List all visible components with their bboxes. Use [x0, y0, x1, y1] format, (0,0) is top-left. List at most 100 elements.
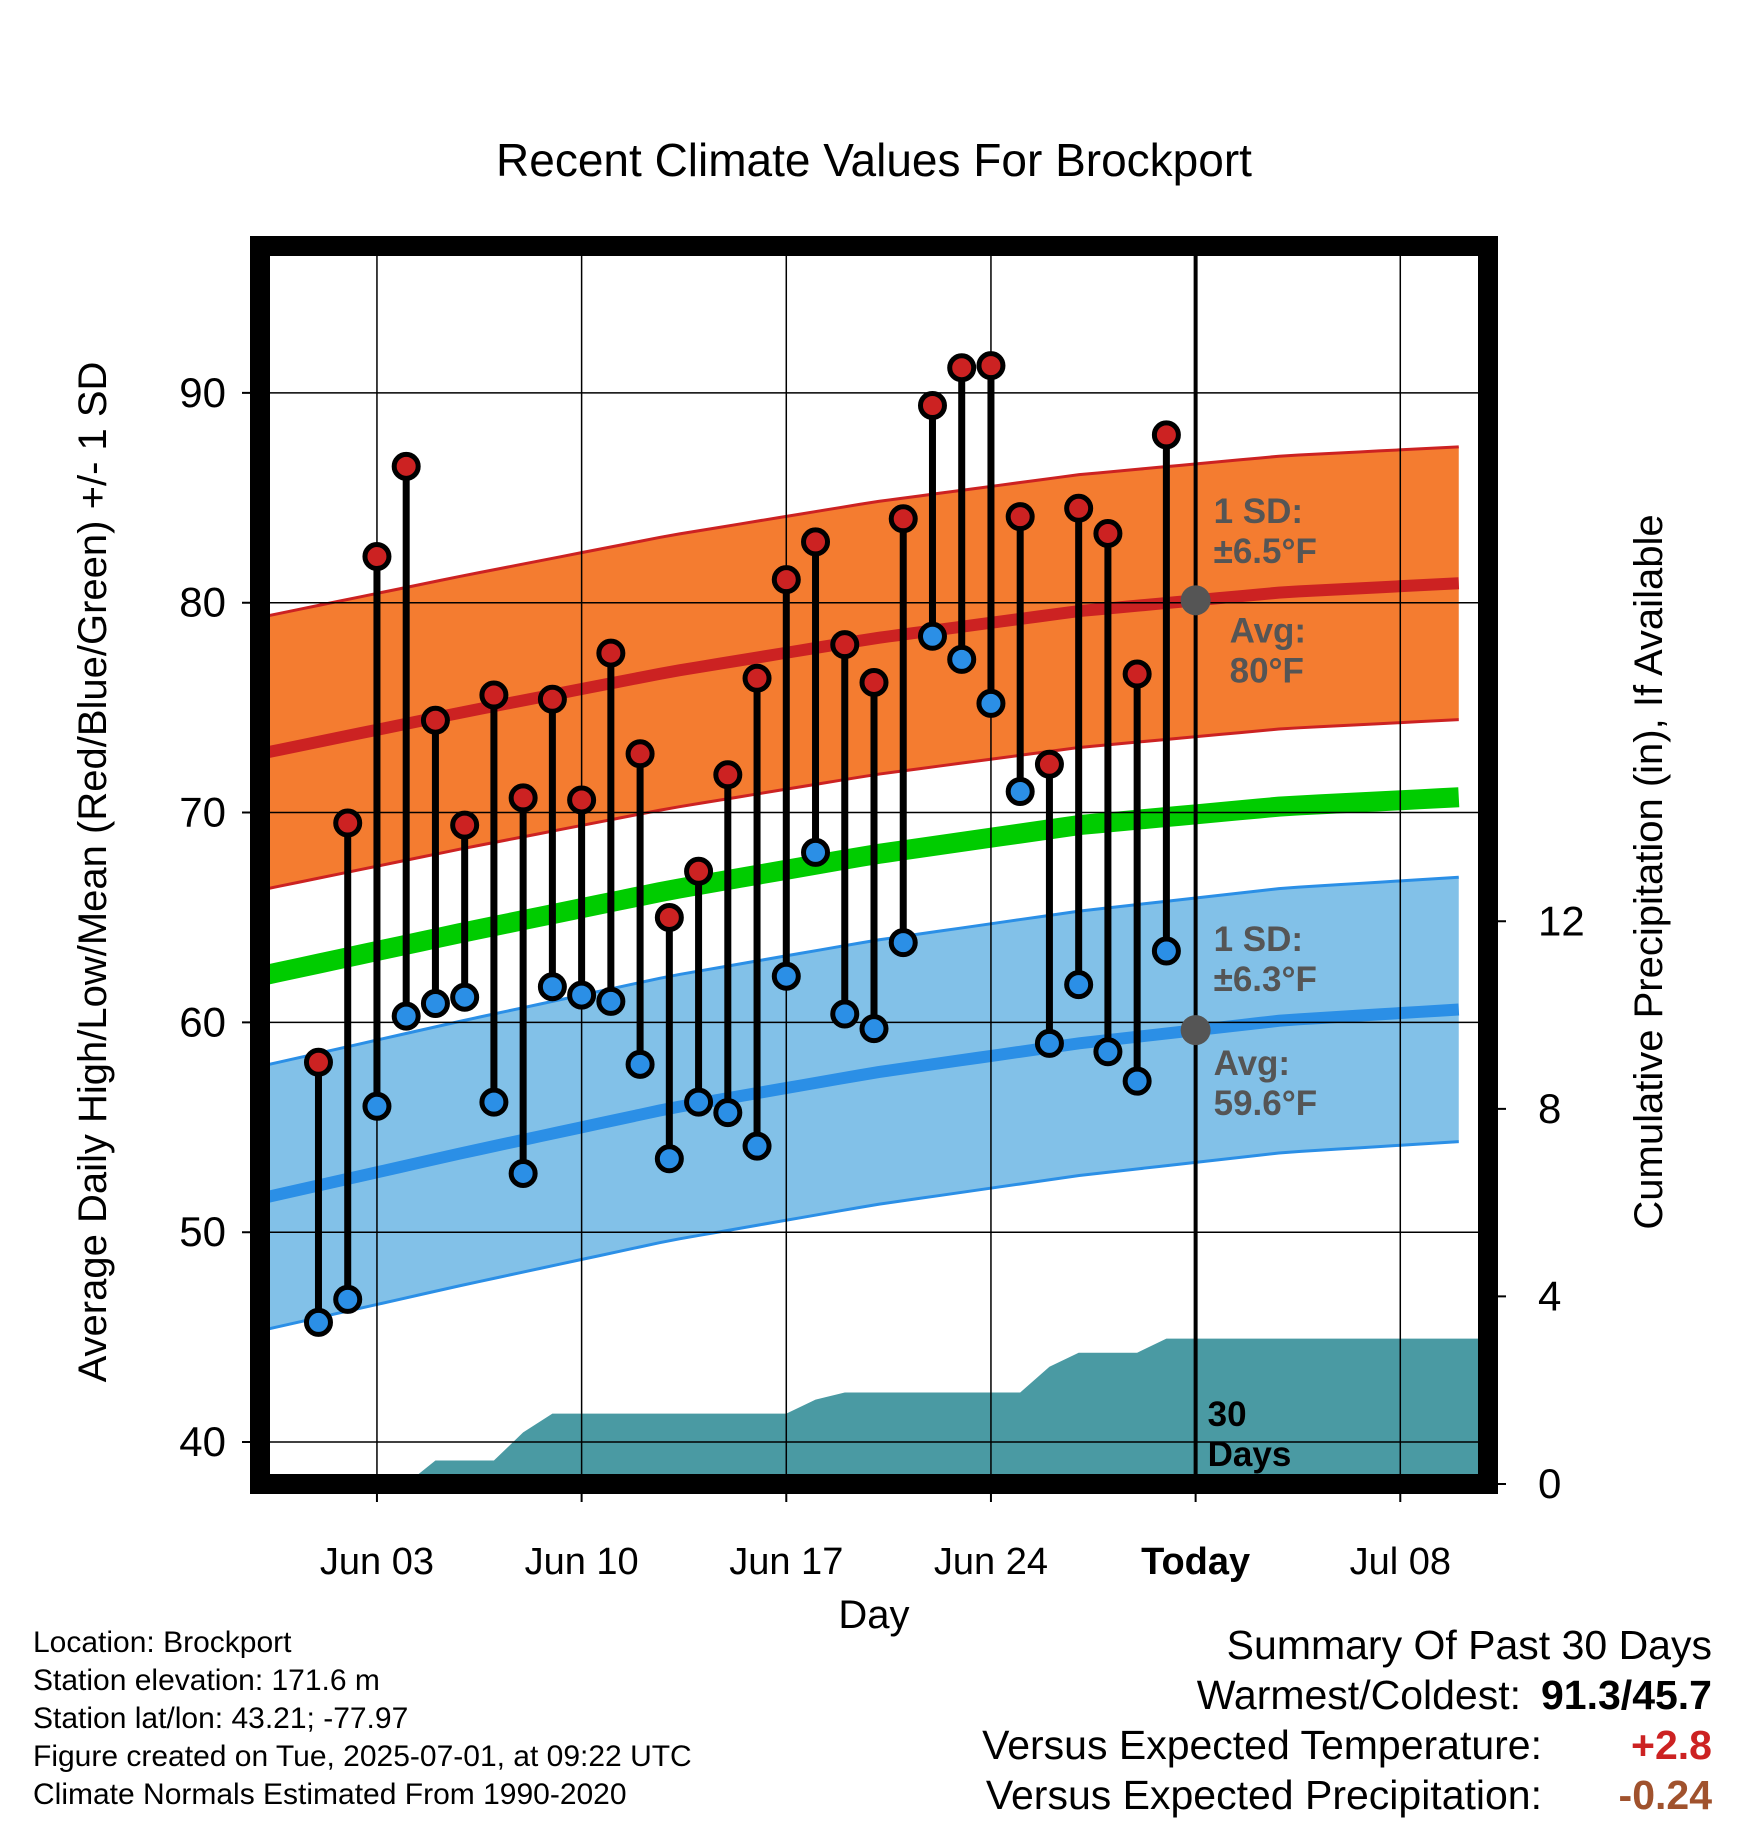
precip-label: Versus Expected Precipitation:	[985, 1772, 1542, 1818]
low-point	[917, 621, 947, 651]
high-point	[801, 527, 831, 557]
low-point	[801, 837, 831, 867]
y2-tick-label: 4	[1538, 1272, 1561, 1319]
high-point	[420, 705, 450, 735]
plot-interior	[260, 246, 1488, 1484]
high-normal-band-upper	[260, 445, 1459, 619]
summary-title: Summary Of Past 30 Days	[1226, 1622, 1712, 1668]
high-point	[654, 902, 684, 932]
high-sd-annotation: 1 SD:	[1214, 492, 1303, 531]
y-tick-label: 40	[179, 1418, 226, 1465]
low-point	[303, 1307, 333, 1337]
y2-axis-label: Cumulative Precipitation (in), If Availa…	[1627, 514, 1671, 1229]
high-point	[859, 667, 889, 697]
low-point	[1122, 1066, 1152, 1096]
low-normal-band	[260, 877, 1459, 1331]
high-avg-annotation: Avg:	[1230, 612, 1306, 651]
low-avg-annotation: Avg:	[1214, 1044, 1290, 1083]
high-point	[567, 785, 597, 815]
low-point	[508, 1158, 538, 1188]
high-point	[713, 760, 743, 790]
low-normal-band-lower	[260, 1140, 1459, 1333]
low-point	[654, 1144, 684, 1174]
mean-normal-line	[260, 787, 1460, 986]
low-point	[333, 1284, 363, 1314]
today-days-label: Days	[1208, 1435, 1292, 1474]
high-point	[1122, 659, 1152, 689]
high-point	[1034, 749, 1064, 779]
low-point	[830, 999, 860, 1029]
low-point	[976, 688, 1006, 718]
high-point	[479, 680, 509, 710]
low-normal-band-upper	[260, 875, 1459, 1068]
summary-warm-cold: Warmest/Coldest: 91.3/45.7	[982, 1670, 1712, 1720]
warm-cold-label: Warmest/Coldest:	[1196, 1672, 1521, 1718]
high-point	[947, 353, 977, 383]
low-point	[888, 928, 918, 958]
low-point	[537, 972, 567, 1002]
high-point	[888, 504, 918, 534]
high-point	[1151, 420, 1181, 450]
precip-value: -0.24	[1618, 1772, 1712, 1818]
low-avg-annotation: 59.6°F	[1214, 1084, 1318, 1123]
high-point	[1005, 502, 1035, 532]
low-point	[947, 644, 977, 674]
low-point	[596, 986, 626, 1016]
chart-title: Recent Climate Values For Brockport	[496, 134, 1252, 186]
y-tick-label: 80	[179, 579, 226, 626]
high-sd-annotation: ±6.5°F	[1214, 532, 1317, 571]
y2-tick-label: 0	[1538, 1460, 1561, 1507]
low-point	[684, 1087, 714, 1117]
high-point	[508, 783, 538, 813]
x-tick-label: Jul 08	[1350, 1541, 1451, 1583]
x-tick-label: Jun 10	[525, 1541, 639, 1583]
normals-text: Climate Normals Estimated From 1990-2020	[33, 1778, 627, 1811]
low-point	[713, 1098, 743, 1128]
low-point	[420, 988, 450, 1018]
y-tick-label: 70	[179, 789, 226, 836]
y-tick-label: 90	[179, 369, 226, 416]
low-sd-annotation: ±6.3°F	[1214, 960, 1317, 999]
y2-tick-label: 8	[1538, 1085, 1561, 1132]
high-point	[830, 630, 860, 660]
high-point	[596, 638, 626, 668]
x-tick-label: Jun 17	[729, 1541, 843, 1583]
low-point	[742, 1131, 772, 1161]
latlon-text: Station lat/lon: 43.21; -77.97	[33, 1702, 409, 1735]
high-avg-annotation: 80°F	[1230, 652, 1304, 691]
low-point	[1093, 1037, 1123, 1067]
low-point	[771, 961, 801, 991]
high-point	[391, 451, 421, 481]
y-axis-label: Average Daily High/Low/Mean (Red/Blue/Gr…	[71, 362, 115, 1383]
x-tick-label: Today	[1141, 1541, 1250, 1583]
plot-frame	[250, 236, 1498, 1494]
temp-label: Versus Expected Temperature:	[982, 1722, 1542, 1768]
high-normal-today-marker	[1180, 585, 1211, 616]
x-tick-label: Jun 03	[320, 1541, 434, 1583]
high-point	[1093, 518, 1123, 548]
high-point	[917, 390, 947, 420]
low-point	[859, 1014, 889, 1044]
elevation-text: Station elevation: 171.6 m	[33, 1664, 380, 1697]
high-normal-band-lower	[260, 718, 1459, 892]
y-tick-label: 60	[179, 998, 226, 1045]
temp-value: +2.8	[1631, 1722, 1712, 1768]
summary-temp: Versus Expected Temperature: +2.8	[982, 1720, 1712, 1770]
station-info: Location: Brockport Station elevation: 1…	[33, 1624, 692, 1814]
high-point	[771, 565, 801, 595]
low-point	[1151, 936, 1181, 966]
low-point	[1064, 970, 1094, 1000]
low-sd-annotation: 1 SD:	[1214, 920, 1303, 959]
today-days-label: 30	[1208, 1395, 1247, 1434]
high-point	[1064, 493, 1094, 523]
high-point	[684, 856, 714, 886]
low-point	[391, 1001, 421, 1031]
low-point	[625, 1049, 655, 1079]
y-tick-label: 50	[179, 1208, 226, 1255]
low-point	[1005, 777, 1035, 807]
low-point	[450, 982, 480, 1012]
x-tick-label: Jun 24	[934, 1541, 1048, 1583]
location-text: Location: Brockport	[33, 1626, 292, 1659]
low-point	[567, 980, 597, 1010]
